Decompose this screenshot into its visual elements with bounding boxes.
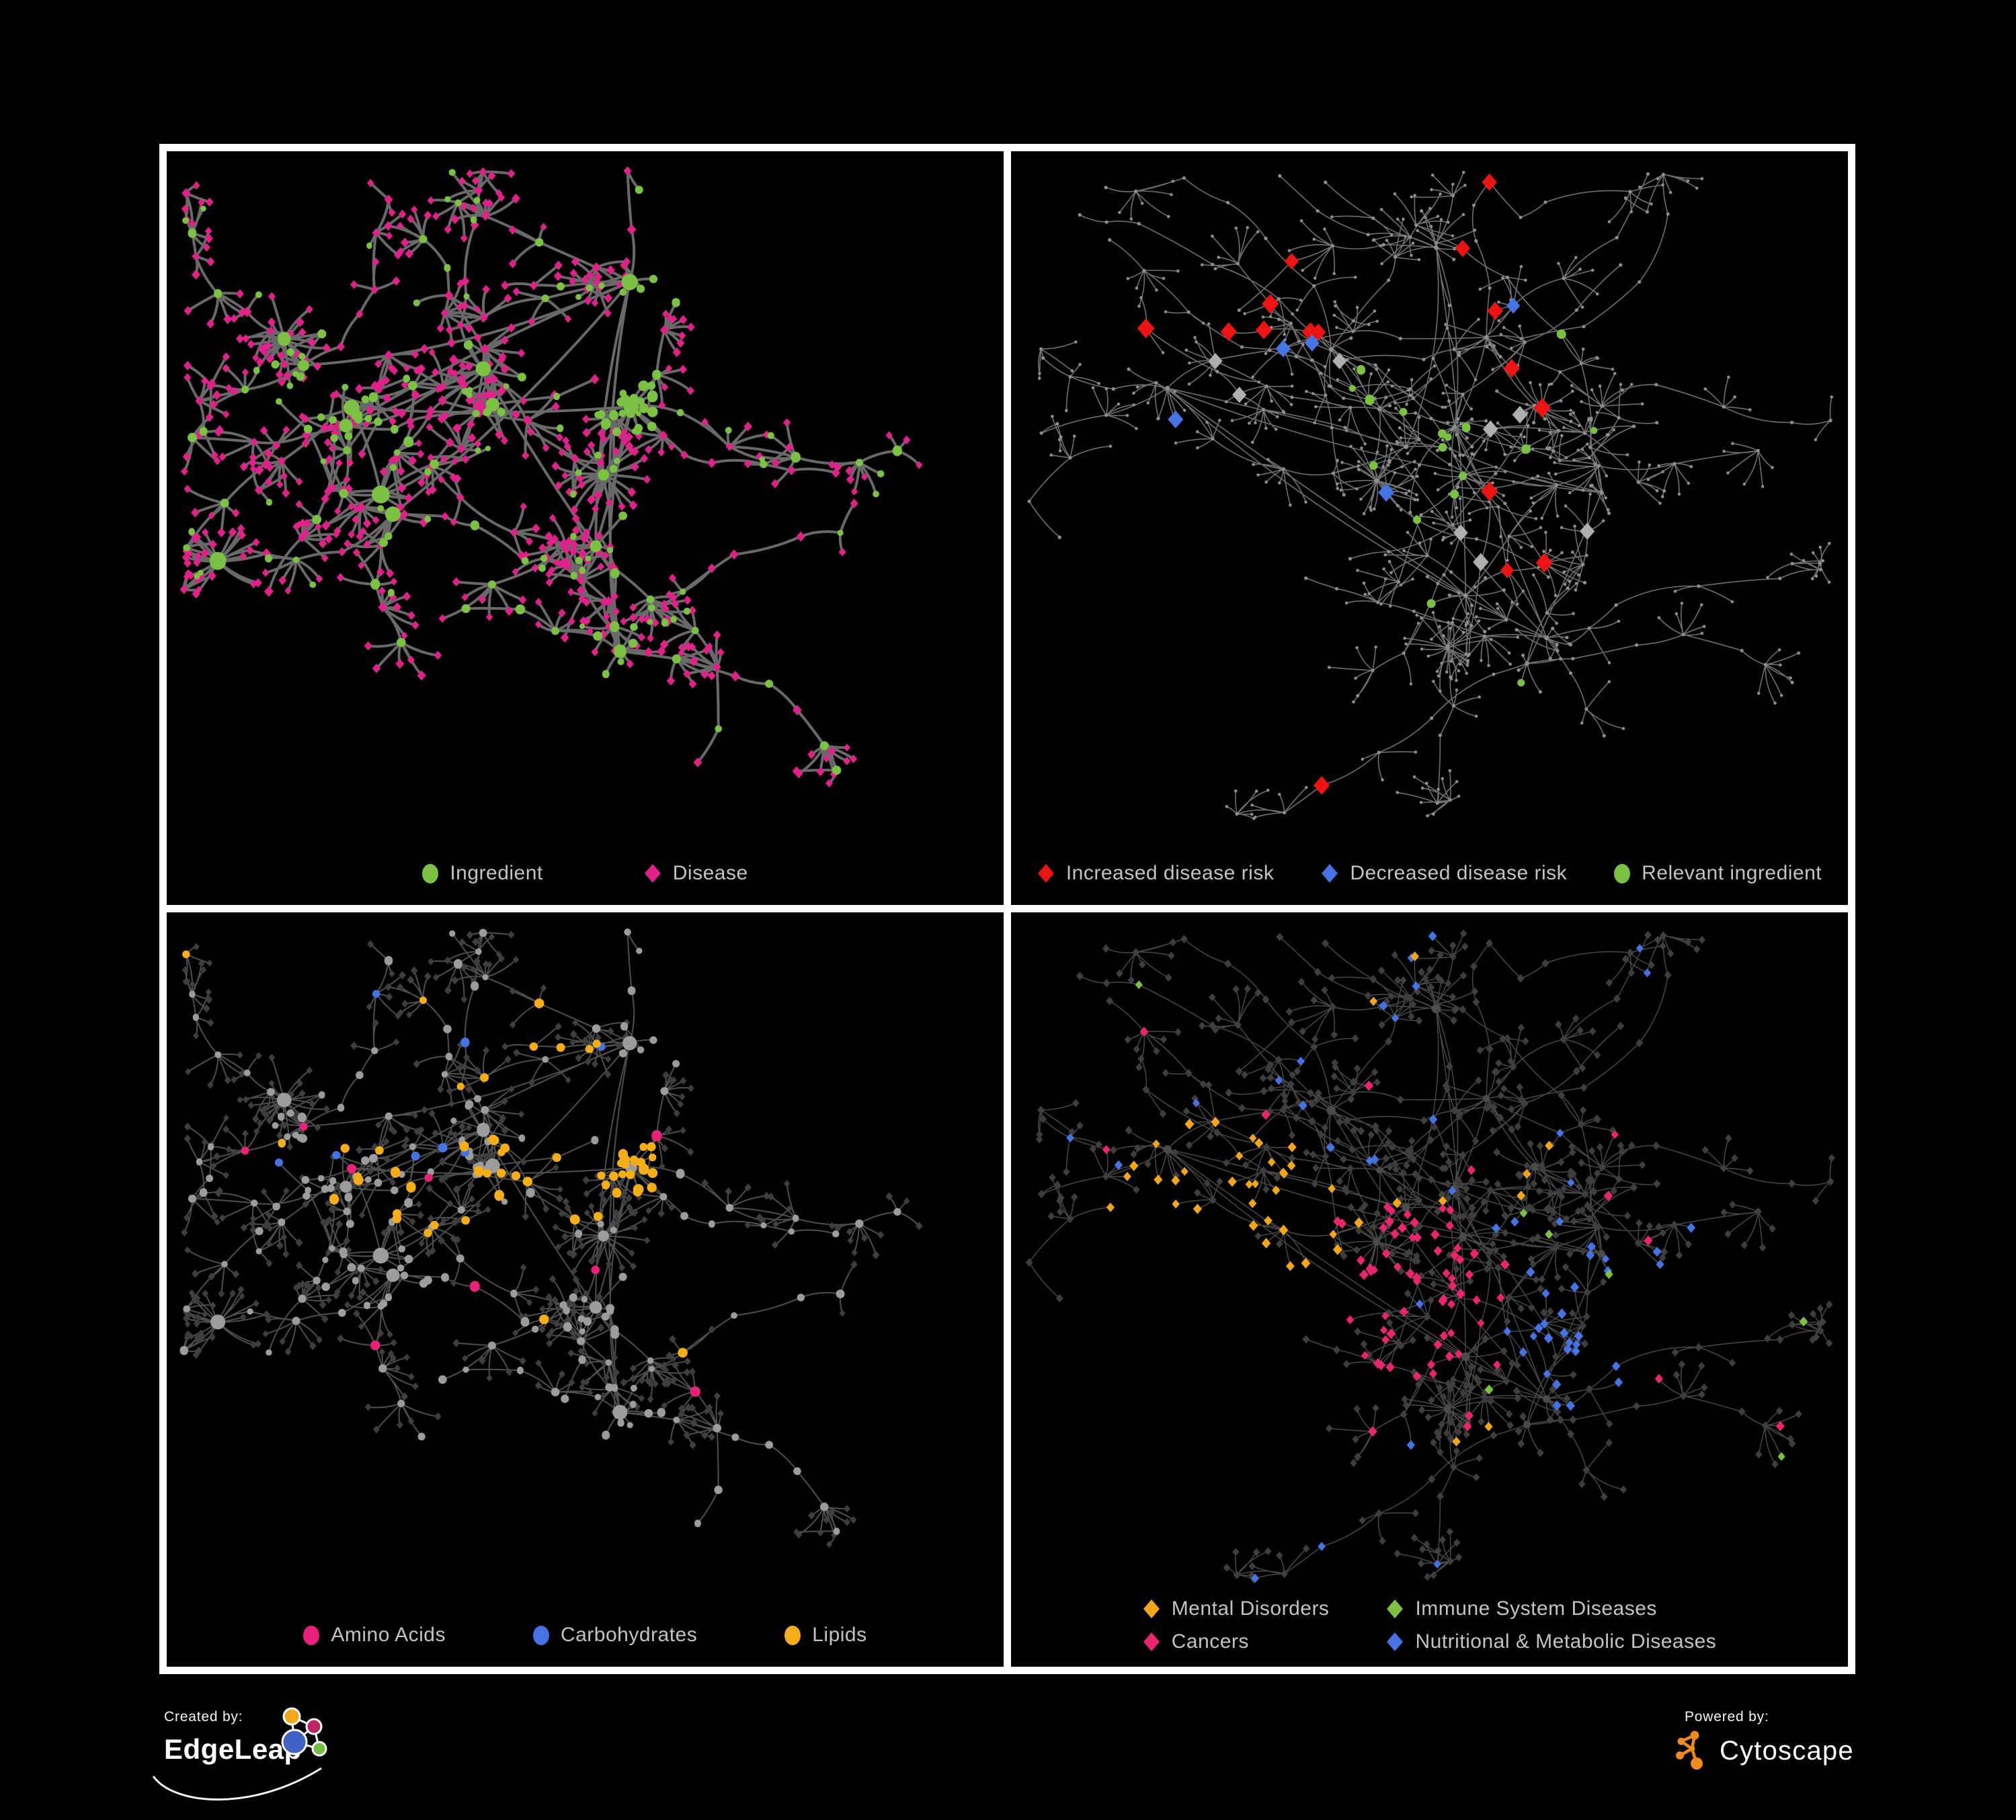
legend-marker-circle-blue [532, 1625, 549, 1645]
panel-disease-classes: Mental Disorders Immune System Diseases Ca… [1011, 912, 1848, 1667]
legend-marker-circle-yellow [784, 1625, 801, 1645]
cytoscape-brand-text: Cytoscape [1720, 1735, 1854, 1766]
cytoscape-logo: Powered by: Cytoscape [1676, 1709, 1854, 1771]
legend-marker-circle-green [1614, 863, 1631, 883]
legend-item-ingredient: Ingredient [422, 862, 542, 885]
legend-item-decreased-disease-risk: Decreased disease risk [1321, 862, 1567, 885]
legend-label: Ingredient [450, 862, 543, 884]
panel-ingredient-disease: Ingredient Disease [167, 151, 1004, 905]
edgeleap-brand-text: EdgeLeap [164, 1733, 302, 1765]
legend-marker-diamond-cancerPink [1143, 1632, 1160, 1651]
legend-item-immune-system-diseases: Immune System Diseases [1386, 1597, 1716, 1620]
legend-label: Immune System Diseases [1415, 1597, 1657, 1620]
node-group-diamond-darkNode [1025, 929, 1835, 1584]
legend-item-cancers: Cancers [1143, 1630, 1330, 1653]
legend-disease-risk: Increased disease risk Decreased disease … [1011, 862, 1848, 885]
edgeleap-node-blue [281, 1729, 308, 1755]
legend-marker-diamond-red [1037, 864, 1054, 883]
legend-item-relevant-ingredient: Relevant ingredient [1614, 862, 1822, 885]
legend-label: Nutritional & Metabolic Diseases [1415, 1630, 1717, 1653]
legend-item-increased-disease-risk: Increased disease risk [1037, 862, 1274, 885]
legend-ingredient-classes: Amino Acids Carbohydrates Lipids [167, 1624, 1004, 1647]
cytoscape-icon [1676, 1731, 1703, 1770]
legend-item-lipids: Lipids [784, 1624, 866, 1647]
legend-marker-circle-green [422, 863, 439, 883]
legend-marker-diamond-blue [1387, 1632, 1404, 1651]
edges-layer [1029, 933, 1832, 1581]
edgeleap-node-magenta [305, 1718, 323, 1735]
created-by-caption: Created by: [164, 1709, 243, 1725]
edgeleap-logo: Created by: EdgeLeap [152, 1707, 327, 1801]
edges-layer [1029, 171, 1832, 820]
network-disease-classes [1025, 929, 1835, 1584]
edges-layer [183, 931, 920, 1545]
legend-label: Decreased disease risk [1350, 862, 1568, 884]
edgeleap-node-orange [282, 1707, 301, 1726]
legend-marker-diamond-pink [644, 864, 661, 883]
legend-disease-classes: Mental Disorders Immune System Diseases Ca… [1011, 1597, 1848, 1653]
legend-ingredient-disease: Ingredient Disease [167, 862, 1004, 885]
node-group-diamond-pink [179, 166, 923, 788]
legend-marker-circle-aminoPink [303, 1625, 320, 1645]
legend-item-amino-acids: Amino Acids [303, 1624, 446, 1647]
figure-frame: Ingredient Disease Increased disease risk… [159, 144, 1855, 1674]
edgeleap-icon [281, 1707, 327, 1757]
node-group-circle-baseGray [1027, 171, 1834, 820]
legend-label: Disease [672, 862, 748, 884]
legend-label: Lipids [812, 1624, 867, 1646]
cytoscape-icon-nodes [1676, 1731, 1703, 1770]
legend-item-nutritional-metabolic-diseases: Nutritional & Metabolic Diseases [1386, 1630, 1716, 1653]
legend-label: Carbohydrates [560, 1624, 698, 1646]
network-ingredient-disease [179, 166, 923, 788]
panel-ingredient-classes: Amino Acids Carbohydrates Lipids [167, 912, 1004, 1667]
legend-item-mental-disorders: Mental Disorders [1143, 1597, 1330, 1620]
node-group-diamond-darkNode [181, 931, 923, 1548]
legend-marker-diamond-green [1387, 1599, 1404, 1618]
legend-marker-diamond-orange [1143, 1599, 1160, 1618]
legend-item-carbohydrates: Carbohydrates [532, 1624, 698, 1647]
network-ingredient-classes [179, 928, 923, 1548]
legend-marker-diamond-blue [1322, 864, 1338, 883]
legend-label: Cancers [1171, 1630, 1249, 1653]
edgeleap-node-green [311, 1741, 327, 1757]
node-group-diamond-cancerPink [1102, 1027, 1785, 1437]
legend-label: Increased disease risk [1065, 862, 1275, 884]
legend-label: Mental Disorders [1171, 1597, 1330, 1620]
legend-label: Relevant ingredient [1642, 862, 1822, 884]
network-disease-risk [1027, 171, 1834, 820]
edges-layer [182, 169, 921, 785]
powered-by-caption: Powered by: [1685, 1709, 1769, 1725]
legend-label: Amino Acids [331, 1624, 446, 1646]
panel-disease-risk: Increased disease risk Decreased disease … [1011, 151, 1848, 905]
node-group-diamond-red [1137, 173, 1553, 795]
legend-item-disease: Disease [644, 862, 748, 885]
